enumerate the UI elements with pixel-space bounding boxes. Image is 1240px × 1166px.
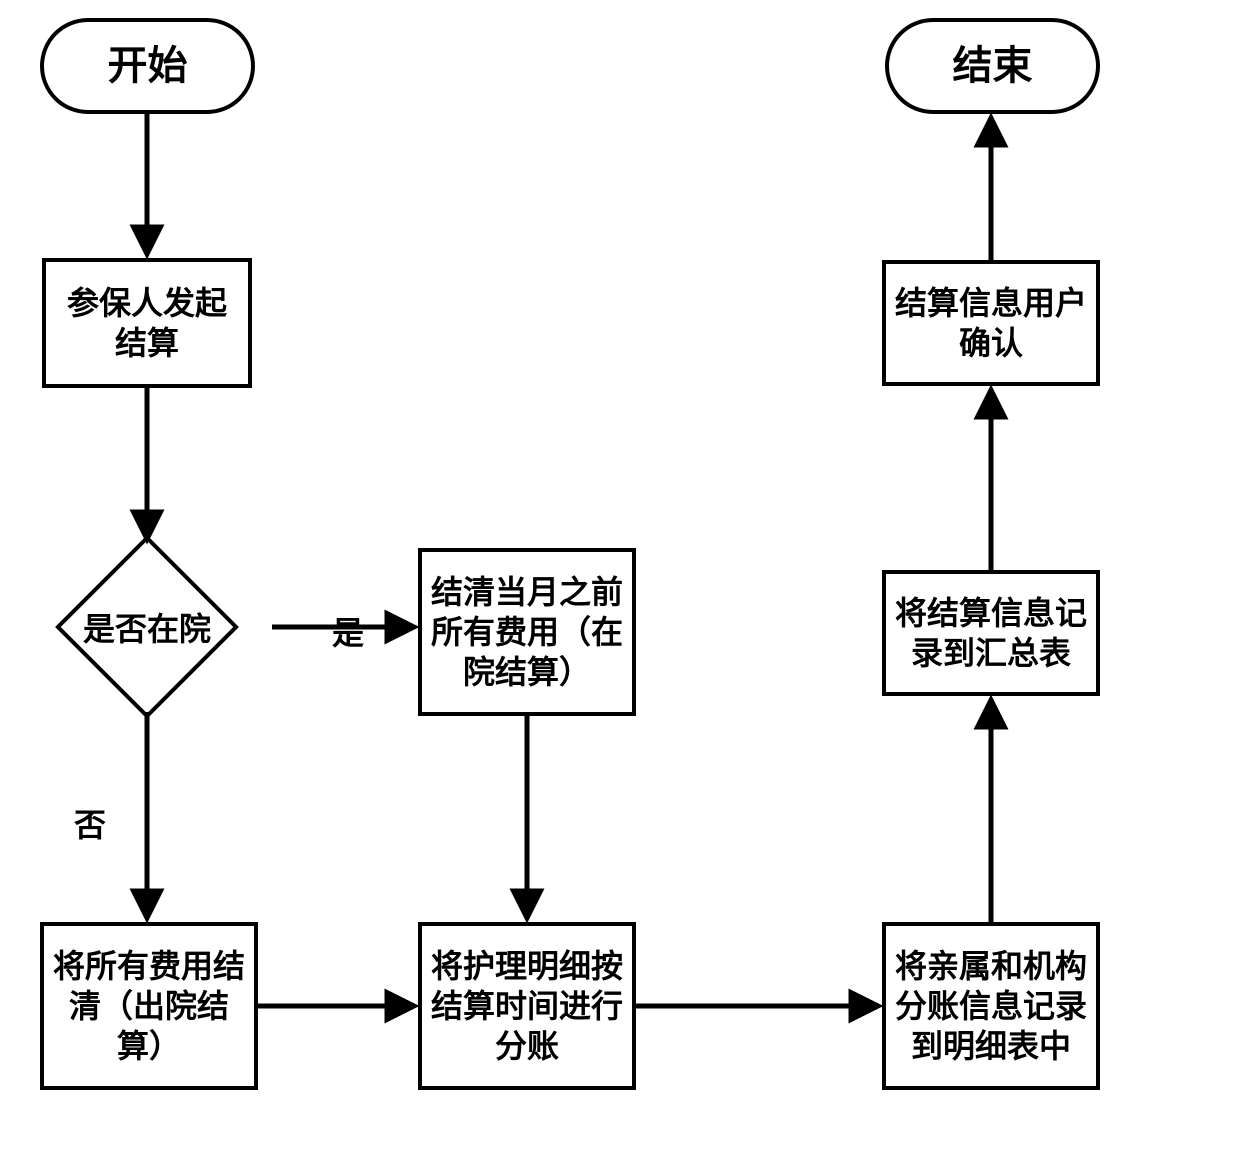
start-label: 开始 xyxy=(108,41,188,91)
edge-label-no: 否 xyxy=(74,800,106,846)
process-settle-all-discharge: 将所有费用结清（出院结算） xyxy=(40,922,258,1090)
n5-label: 将亲属和机构分账信息记录到明细表中 xyxy=(895,946,1087,1066)
decision-in-hospital: 是否在院 xyxy=(22,542,272,712)
n1-label: 参保人发起结算 xyxy=(67,283,227,363)
process-settle-before-month: 结清当月之前所有费用（在院结算） xyxy=(418,548,636,716)
n4-label: 将护理明细按结算时间进行分账 xyxy=(431,946,623,1066)
process-user-confirm: 结算信息用户确认 xyxy=(882,260,1100,386)
process-record-detail: 将亲属和机构分账信息记录到明细表中 xyxy=(882,922,1100,1090)
d1-label: 是否在院 xyxy=(83,604,211,650)
n7-label: 结算信息用户确认 xyxy=(895,283,1087,363)
end-label: 结束 xyxy=(953,41,1033,91)
edge-label-yes: 是 xyxy=(332,608,364,654)
process-split-by-time: 将护理明细按结算时间进行分账 xyxy=(418,922,636,1090)
start-node: 开始 xyxy=(40,18,255,114)
process-record-summary: 将结算信息记录到汇总表 xyxy=(882,570,1100,696)
process-initiate-settlement: 参保人发起结算 xyxy=(42,258,252,388)
n2-label: 结清当月之前所有费用（在院结算） xyxy=(431,572,623,692)
end-node: 结束 xyxy=(885,18,1100,114)
n3-label: 将所有费用结清（出院结算） xyxy=(53,946,245,1066)
n6-label: 将结算信息记录到汇总表 xyxy=(895,593,1087,673)
